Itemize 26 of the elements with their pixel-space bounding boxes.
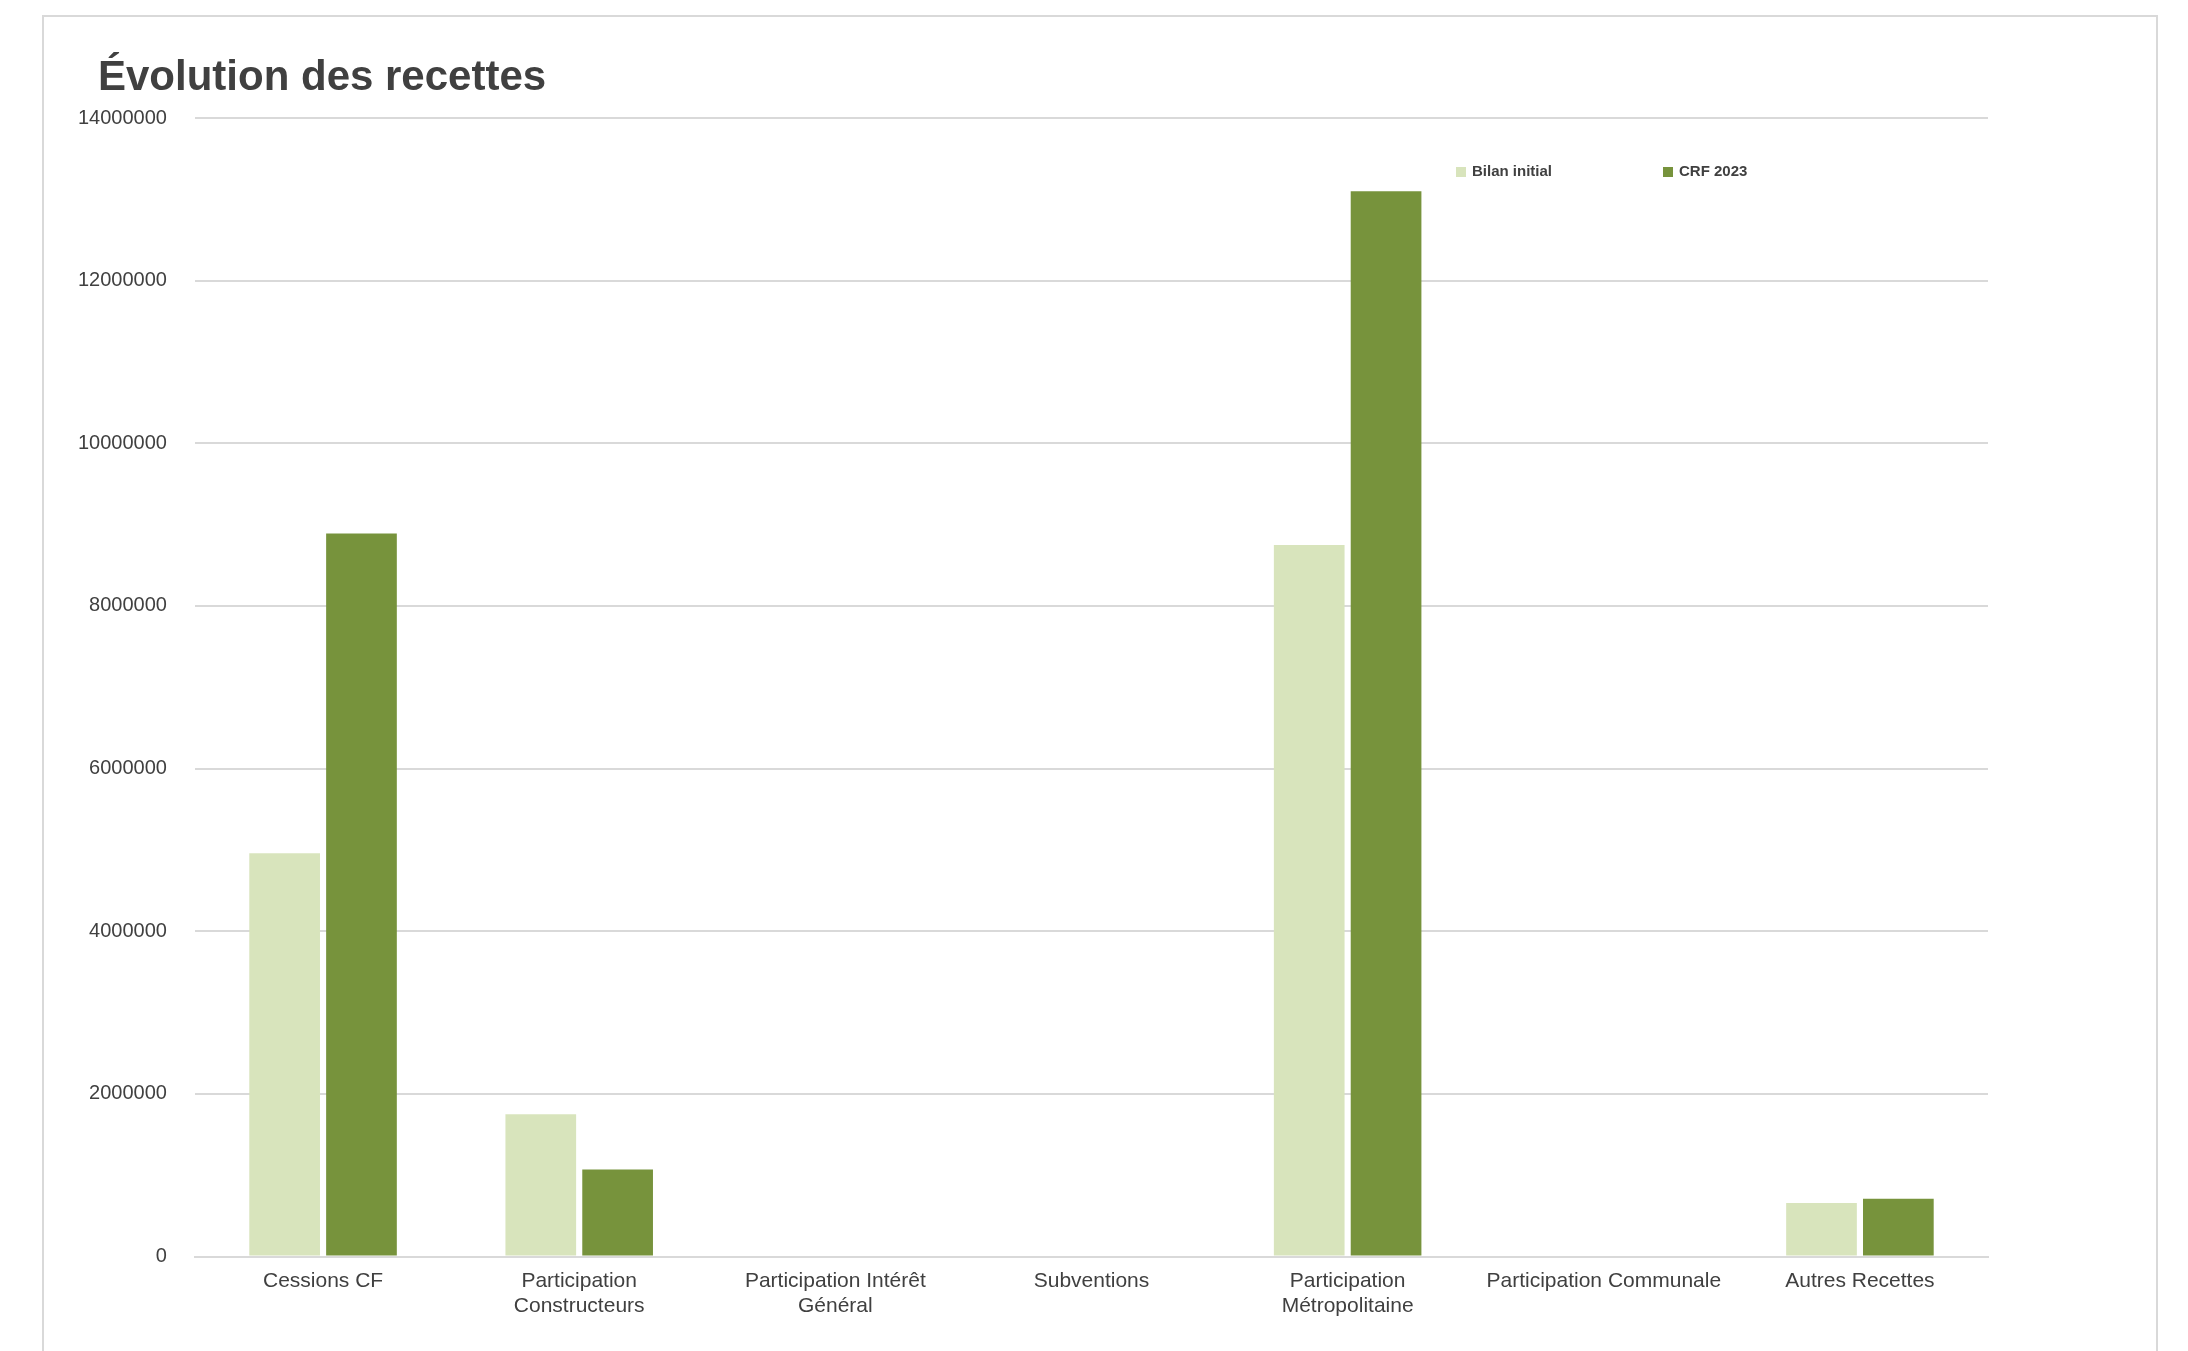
bar <box>505 1114 577 1256</box>
y-tick-label: 12000000 <box>78 268 167 291</box>
y-tick-label: 10000000 <box>78 430 167 453</box>
chart-title: Évolution des recettes <box>98 52 547 100</box>
x-tick-label: Participation Métropolitaine <box>1281 1268 1414 1317</box>
x-tick-label: Participation Constructeurs <box>513 1268 645 1317</box>
bar <box>1350 191 1422 1256</box>
y-tick-label: 8000000 <box>89 593 167 616</box>
x-tick-label: Participation Intérêt Général <box>744 1268 926 1317</box>
bar <box>326 533 397 1256</box>
x-tick-label: Autres Recettes <box>1785 1268 1935 1291</box>
y-tick-label: 0 <box>155 1244 167 1267</box>
y-tick-label: 6000000 <box>89 756 167 779</box>
legend-label: Bilan initial <box>1472 162 1553 180</box>
bar <box>1786 1202 1857 1256</box>
bar <box>582 1169 653 1256</box>
bar <box>249 853 320 1256</box>
legend-label: CRF 2023 <box>1679 162 1748 180</box>
bar <box>1863 1198 1934 1256</box>
y-tick-label: 4000000 <box>89 918 167 941</box>
y-tick-label: 2000000 <box>89 1081 167 1104</box>
x-tick-label: Cessions CF <box>262 1268 384 1291</box>
bar <box>1273 544 1345 1256</box>
x-tick-label: Subventions <box>1033 1268 1150 1291</box>
y-tick-label: 14000000 <box>78 105 167 128</box>
x-tick-label: Participation Communale <box>1486 1268 1722 1291</box>
